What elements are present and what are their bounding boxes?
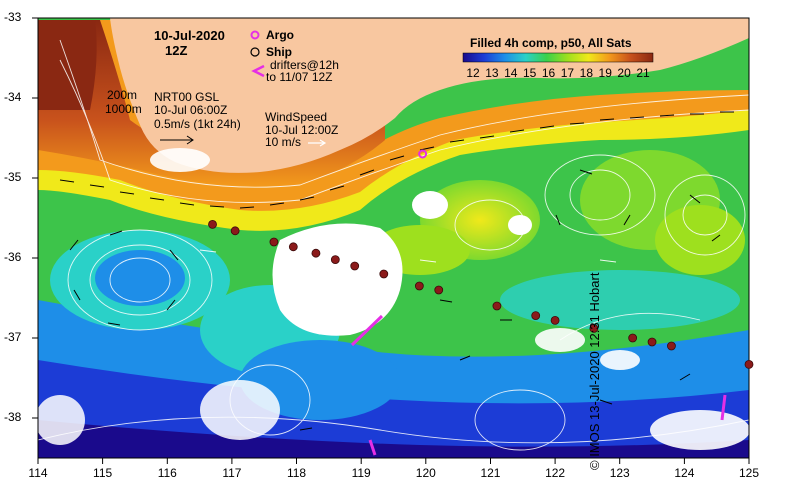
- x-tick-label: 114: [28, 466, 48, 480]
- colorbar-tick-label: 18: [579, 66, 594, 80]
- y-tick-label: -34: [4, 90, 22, 104]
- ship-station-marker: [628, 333, 638, 343]
- ship-station-marker: [269, 237, 279, 247]
- ship-station-marker: [531, 311, 541, 321]
- x-tick-label: 120: [415, 466, 436, 480]
- legend-drifters-line2: to 11/07 12Z: [266, 70, 333, 84]
- ship-station-marker: [414, 281, 424, 291]
- wind-title: WindSpeed: [265, 110, 328, 124]
- plot-frame: [37, 17, 750, 459]
- map-hour: 12Z: [165, 43, 188, 58]
- drifter-tracks: [350, 314, 727, 456]
- drifter-legend-symbol: [251, 64, 265, 78]
- legend-ship: Ship: [266, 45, 292, 59]
- x-tick-label: 115: [93, 466, 113, 480]
- sst-field: [38, 18, 749, 458]
- wind-scale-label: 10 m/s: [265, 135, 302, 149]
- ship-station-marker: [667, 341, 676, 351]
- nrt-title: NRT00 GSL: [154, 90, 220, 104]
- colorbar: [462, 52, 654, 63]
- ship-station-marker: [350, 261, 360, 271]
- y-tick-label: -36: [4, 250, 22, 264]
- x-tick-label: 125: [738, 466, 760, 480]
- tick-marks: [32, 17, 750, 464]
- wind-time: 10-Jul 12:00Z: [265, 123, 339, 137]
- y-tick-label: -35: [4, 170, 22, 184]
- colorbar-tick-label: 20: [617, 66, 631, 80]
- ship-station-marker: [288, 242, 298, 252]
- x-tick-label: 119: [351, 466, 371, 480]
- ship-station-marker: [434, 285, 444, 295]
- legend-argo: Argo: [266, 28, 294, 42]
- colorbar-tick-label: 14: [504, 66, 518, 80]
- colorbar-tick-label: 16: [541, 66, 556, 80]
- wind-scale-arrow: [308, 139, 327, 147]
- x-tick-label: 124: [674, 466, 695, 480]
- credit-label: © IMOS 13-Jul-2020 12:31 Hobart: [586, 272, 602, 470]
- current-vectors: [59, 111, 734, 431]
- ship-station-marker: [589, 323, 599, 333]
- colorbar-tick-label: 13: [485, 66, 499, 80]
- colorbar-tick-label: 12: [466, 66, 480, 80]
- colorbar-tick-label: 17: [560, 66, 575, 80]
- colorbar-title: Filled 4h comp, p50, All Sats: [470, 36, 632, 50]
- ship-station-marker: [208, 219, 217, 229]
- map-date: 10-Jul-2020: [154, 28, 225, 43]
- y-tick-label: -37: [4, 330, 22, 344]
- legend-drifters-line1: drifters@12h: [270, 58, 339, 72]
- ship-stations: [208, 219, 754, 369]
- argo-float-marker: [418, 149, 428, 159]
- colorbar-tick-label: 19: [598, 66, 612, 80]
- ship-station-marker: [330, 255, 340, 265]
- argo-floats: [418, 149, 428, 159]
- nrt-time: 10-Jul 06:00Z: [154, 103, 228, 117]
- current-scale-arrow: [160, 135, 194, 145]
- x-tick-label: 121: [480, 466, 501, 480]
- x-tick-label: 116: [157, 466, 177, 480]
- y-tick-label: -38: [4, 410, 22, 424]
- x-tick-label: 123: [609, 466, 630, 480]
- ship-legend-symbol: [250, 47, 260, 57]
- depth-200-label: 200m: [107, 88, 138, 102]
- ship-station-marker: [647, 337, 657, 347]
- ship-station-marker: [744, 359, 754, 369]
- x-tick-label: 117: [222, 466, 242, 480]
- ship-station-marker: [550, 315, 560, 325]
- x-tick-label: 118: [286, 466, 307, 480]
- depth-1000-label: 1000m: [105, 102, 142, 116]
- colorbar-tick-label: 21: [636, 66, 650, 80]
- legend-markers: [160, 30, 327, 147]
- current-scale-label: 0.5m/s (1kt 24h): [154, 117, 241, 131]
- argo-legend-symbol: [250, 30, 260, 40]
- ship-station-marker: [492, 301, 502, 311]
- ship-station-marker: [311, 248, 321, 258]
- ship-station-marker: [379, 269, 389, 279]
- ship-station-marker: [230, 226, 240, 236]
- x-tick-label: 122: [545, 466, 566, 480]
- colorbar-tick-label: 15: [522, 66, 537, 80]
- y-tick-label: -33: [4, 10, 22, 24]
